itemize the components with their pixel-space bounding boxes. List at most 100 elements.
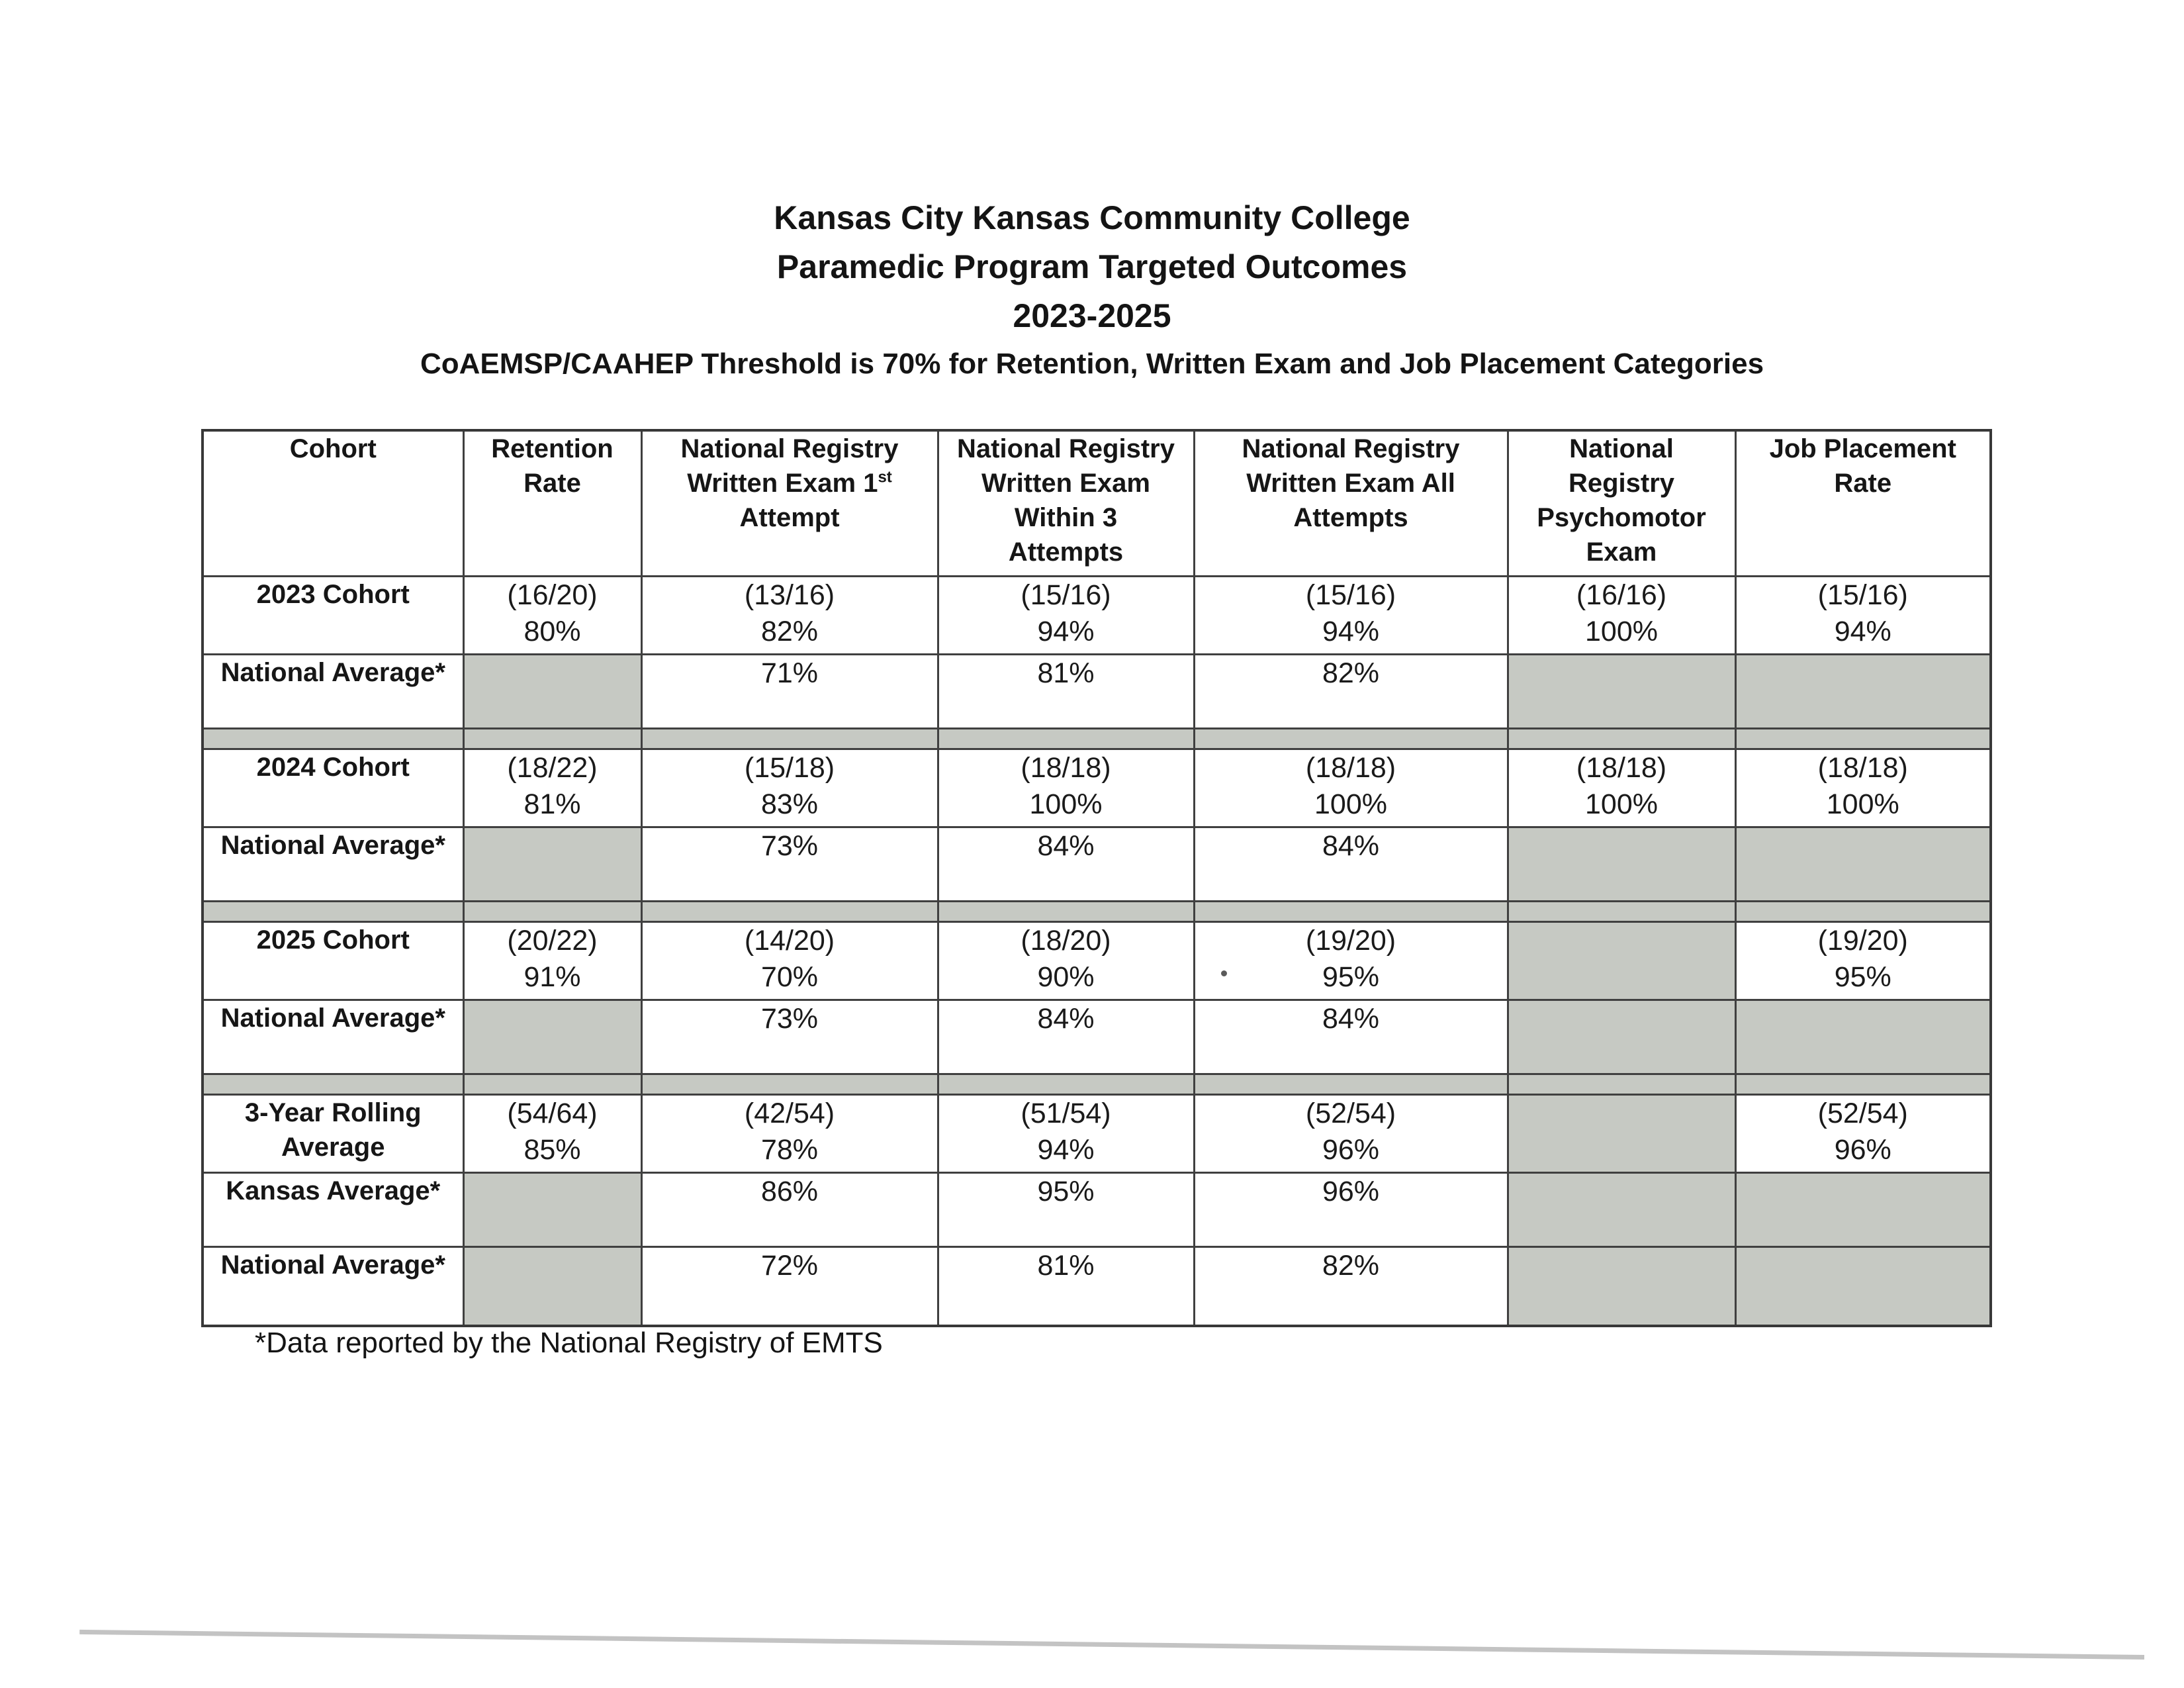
table-cell: 81% xyxy=(936,653,1195,729)
header-line: Cohort xyxy=(289,434,377,463)
table-row-2023-cohort: 2023 Cohort (16/20) 80% (13/16) 82% (15/16… xyxy=(201,575,1992,655)
table-cell: 84% xyxy=(1193,825,1509,902)
table-cell: (18/18) 100% xyxy=(1193,747,1509,828)
table-cell: 84% xyxy=(936,825,1195,902)
table-cell: (15/16) 94% xyxy=(1734,575,1992,655)
header-line: National Registry xyxy=(1242,434,1460,463)
column-header-written-exam-within-3-attempts: National Registry Written Exam Within 3 … xyxy=(936,429,1195,577)
table-cell-shaded xyxy=(1734,825,1992,902)
header-line: National Registry xyxy=(957,434,1175,463)
table-cell: (51/54) 94% xyxy=(936,1093,1195,1174)
table-cell: 71% xyxy=(640,653,939,729)
table-cell: (15/16) 94% xyxy=(1193,575,1509,655)
header-row: Cohort Retention Rate National Registry … xyxy=(201,429,1992,577)
column-header-written-exam-1st-attempt: National Registry Written Exam 1st Attem… xyxy=(640,429,939,577)
table-cell: (20/22) 91% xyxy=(462,920,643,1001)
table-cell: (13/16) 82% xyxy=(640,575,939,655)
column-header-written-exam-all-attempts: National Registry Written Exam All Attem… xyxy=(1193,429,1509,577)
table-cell: 72% xyxy=(640,1245,939,1327)
row-label: National Average* xyxy=(201,653,465,729)
row-label: Kansas Average* xyxy=(201,1171,465,1248)
table-cell: (54/64) 85% xyxy=(462,1093,643,1174)
footnote: *Data reported by the National Registry … xyxy=(255,1327,883,1359)
row-label: National Average* xyxy=(201,998,465,1075)
table-cell-shaded xyxy=(462,1171,643,1248)
table-cell-shaded xyxy=(1734,998,1992,1075)
table-cell: 84% xyxy=(936,998,1195,1075)
table-cell-shaded xyxy=(1506,920,1737,1001)
row-label: 2023 Cohort xyxy=(201,575,465,655)
table-row-3-year-rolling-average: 3-Year Rolling Average (54/64) 85% (42/54… xyxy=(201,1093,1992,1174)
header-line: Rate xyxy=(1834,469,1892,498)
row-label: 2025 Cohort xyxy=(201,920,465,1001)
table-cell-shaded xyxy=(1506,1171,1737,1248)
table-cell: 81% xyxy=(936,1245,1195,1327)
separator-row xyxy=(201,727,1992,750)
table-row-2025-national-average: National Average* 73% 84% 84% xyxy=(201,998,1992,1075)
table-cell: (15/18) 83% xyxy=(640,747,939,828)
column-header-cohort: Cohort xyxy=(201,429,465,577)
table-cell: (52/54) 96% xyxy=(1734,1093,1992,1174)
header-line: Job Placement xyxy=(1769,434,1956,463)
table-row-2024-cohort: 2024 Cohort (18/22) 81% (15/18) 83% (18/18… xyxy=(201,747,1992,828)
outcomes-table: Cohort Retention Rate National Registry … xyxy=(201,429,1992,1327)
row-label: National Average* xyxy=(201,1245,465,1327)
table-cell: 84% xyxy=(1193,998,1509,1075)
header-line: Written Exam All xyxy=(1246,469,1455,498)
superscript: st xyxy=(878,468,892,487)
table-cell: (18/18) 100% xyxy=(1734,747,1992,828)
header-line: Rate xyxy=(523,469,581,498)
header-line: Registry xyxy=(1568,469,1675,498)
table-cell: (19/20) 95% xyxy=(1193,920,1509,1001)
row-label: 3-Year Rolling Average xyxy=(201,1093,465,1174)
header-line: Written Exam xyxy=(981,469,1150,498)
table-row-2024-national-average: National Average* 73% 84% 84% xyxy=(201,825,1992,902)
document-title-line-1: Kansas City Kansas Community College xyxy=(774,199,1410,236)
header-line: Attempt xyxy=(739,503,840,532)
table-cell-shaded xyxy=(1506,998,1737,1075)
document-header: Kansas City Kansas Community College Par… xyxy=(0,193,2184,384)
table-cell: (14/20) 70% xyxy=(640,920,939,1001)
table-cell-shaded xyxy=(462,825,643,902)
table-cell-shaded xyxy=(462,653,643,729)
table-cell-shaded xyxy=(1506,1093,1737,1174)
table-cell-shaded xyxy=(1734,1245,1992,1327)
table-cell: 95% xyxy=(936,1171,1195,1248)
table-cell: (19/20) 95% xyxy=(1734,920,1992,1001)
table-cell: (18/18) 100% xyxy=(1506,747,1737,828)
table-cell-shaded xyxy=(1506,1245,1737,1327)
table-cell-shaded xyxy=(1506,653,1737,729)
separator-row xyxy=(201,1072,1992,1096)
table-row-overall-national-average: National Average* 72% 81% 82% xyxy=(201,1245,1992,1327)
scan-artifact-line xyxy=(79,1629,2145,1660)
scan-artifact-dot xyxy=(1221,970,1227,976)
row-label: 2024 Cohort xyxy=(201,747,465,828)
table-cell: 73% xyxy=(640,825,939,902)
header-line: Psychomotor xyxy=(1537,503,1706,532)
table-cell-shaded xyxy=(1734,653,1992,729)
table-cell: (18/22) 81% xyxy=(462,747,643,828)
header-line: Exam xyxy=(1586,538,1657,567)
header-line: Within 3 xyxy=(1014,503,1118,532)
column-header-psychomotor-exam: National Registry Psychomotor Exam xyxy=(1506,429,1737,577)
document-title-line-2: Paramedic Program Targeted Outcomes xyxy=(776,248,1408,285)
header-line: Attempts xyxy=(1293,503,1408,532)
table-cell-shaded xyxy=(1734,1171,1992,1248)
table-cell: 73% xyxy=(640,998,939,1075)
header-line: Retention xyxy=(491,434,614,463)
table-cell: (42/54) 78% xyxy=(640,1093,939,1174)
table-cell: (16/16) 100% xyxy=(1506,575,1737,655)
table-cell: (15/16) 94% xyxy=(936,575,1195,655)
table-cell-shaded xyxy=(1506,825,1737,902)
table-cell: 96% xyxy=(1193,1171,1509,1248)
table-cell: (16/20) 80% xyxy=(462,575,643,655)
header-line: Attempts xyxy=(1008,538,1124,567)
header-line: Written Exam 1st xyxy=(687,468,892,498)
document-title-line-3: 2023-2025 xyxy=(1013,297,1171,334)
column-header-job-placement-rate: Job Placement Rate xyxy=(1734,429,1992,577)
table-cell: (52/54) 96% xyxy=(1193,1093,1509,1174)
table-cell-shaded xyxy=(462,998,643,1075)
separator-row xyxy=(201,900,1992,923)
header-line: National xyxy=(1569,434,1674,463)
